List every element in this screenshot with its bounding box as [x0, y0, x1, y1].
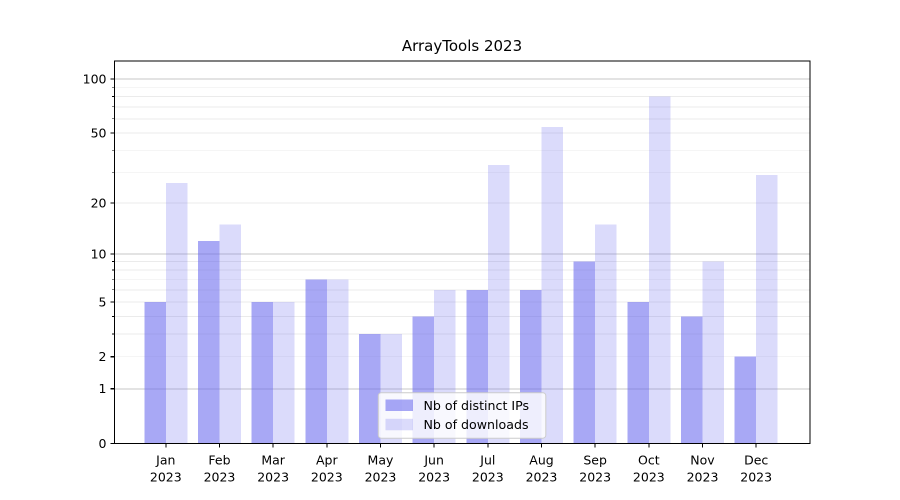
xtick-year-jun: 2023	[418, 470, 450, 485]
bar-nb-of-downloads-feb	[219, 224, 241, 444]
xtick-year-apr: 2023	[311, 470, 343, 485]
axis-ticks: 0 1 2 5 10 20 50 100 Jan 2023 Feb 2023 Mar 2023 Apr 202…	[83, 71, 772, 484]
xtick-label-dec: Dec	[744, 453, 768, 468]
bar-nb-of-distinct-ips-feb	[197, 240, 220, 444]
ytick-label-10: 10	[91, 246, 107, 261]
bar-nb-of-downloads-dec	[756, 174, 778, 444]
xtick-label-jan: Jan	[155, 453, 175, 468]
legend-swatch-nb-of-downloads	[385, 418, 413, 431]
bar-nb-of-distinct-ips-dec	[734, 356, 757, 444]
xtick-label-jul: Jul	[479, 453, 495, 468]
legend-swatch-nb-of-distinct-ips	[385, 399, 413, 411]
ytick-label-5: 5	[99, 294, 107, 309]
bar-nb-of-distinct-ips-jan	[144, 301, 166, 444]
xtick-label-mar: Mar	[261, 453, 285, 468]
bar-nb-of-distinct-ips-oct	[627, 301, 649, 444]
legend-label-nb-of-downloads: Nb of downloads	[424, 417, 529, 432]
xtick-year-aug: 2023	[526, 470, 558, 485]
bar-nb-of-downloads-aug	[541, 127, 563, 444]
bar-nb-of-distinct-ips-sep	[573, 261, 596, 444]
xtick-label-jun: Jun	[423, 453, 444, 468]
ytick-label-2: 2	[99, 349, 107, 364]
gridlines	[114, 78, 810, 390]
bar-nb-of-distinct-ips-nov	[681, 316, 703, 444]
xtick-year-mar: 2023	[257, 470, 289, 485]
bar-nb-of-downloads-sep	[595, 224, 617, 444]
xtick-label-sep: Sep	[583, 453, 607, 468]
bar-nb-of-downloads-oct	[648, 96, 671, 444]
xtick-label-nov: Nov	[690, 453, 715, 468]
legend-label-nb-of-distinct-ips: Nb of distinct IPs	[424, 398, 530, 413]
bar-nb-of-downloads-apr	[326, 279, 349, 444]
bar-nb-of-downloads-mar	[273, 301, 295, 444]
ytick-label-1: 1	[99, 381, 107, 396]
bar-nb-of-distinct-ips-may	[358, 334, 381, 444]
plot-frame	[113, 60, 811, 445]
chart-title: ArrayTools 2023	[402, 37, 522, 55]
xtick-year-jan: 2023	[150, 470, 182, 485]
axes-frame	[113, 60, 811, 445]
legend: Nb of distinct IPs Nb of downloads	[377, 392, 547, 439]
xtick-label-aug: Aug	[529, 453, 553, 468]
bar-nb-of-distinct-ips-apr	[305, 279, 327, 444]
xtick-year-nov: 2023	[687, 470, 719, 485]
xtick-label-oct: Oct	[638, 453, 660, 468]
xtick-label-may: May	[368, 453, 394, 468]
ytick-label-0: 0	[99, 436, 107, 451]
xtick-year-dec: 2023	[740, 470, 772, 485]
bar-nb-of-downloads-jan	[165, 183, 188, 444]
ytick-label-100: 100	[83, 71, 107, 86]
xtick-year-may: 2023	[365, 470, 397, 485]
bar-nb-of-downloads-jul	[487, 164, 510, 444]
legend-box	[377, 392, 547, 439]
xtick-label-apr: Apr	[316, 453, 338, 468]
ytick-label-20: 20	[91, 195, 107, 210]
xtick-year-feb: 2023	[204, 470, 236, 485]
xtick-year-jul: 2023	[472, 470, 504, 485]
ytick-label-50: 50	[91, 125, 107, 140]
xtick-year-oct: 2023	[633, 470, 665, 485]
xtick-label-feb: Feb	[208, 453, 230, 468]
bar-nb-of-downloads-nov	[702, 261, 724, 444]
bar-nb-of-distinct-ips-mar	[251, 301, 274, 444]
xtick-year-sep: 2023	[579, 470, 611, 485]
